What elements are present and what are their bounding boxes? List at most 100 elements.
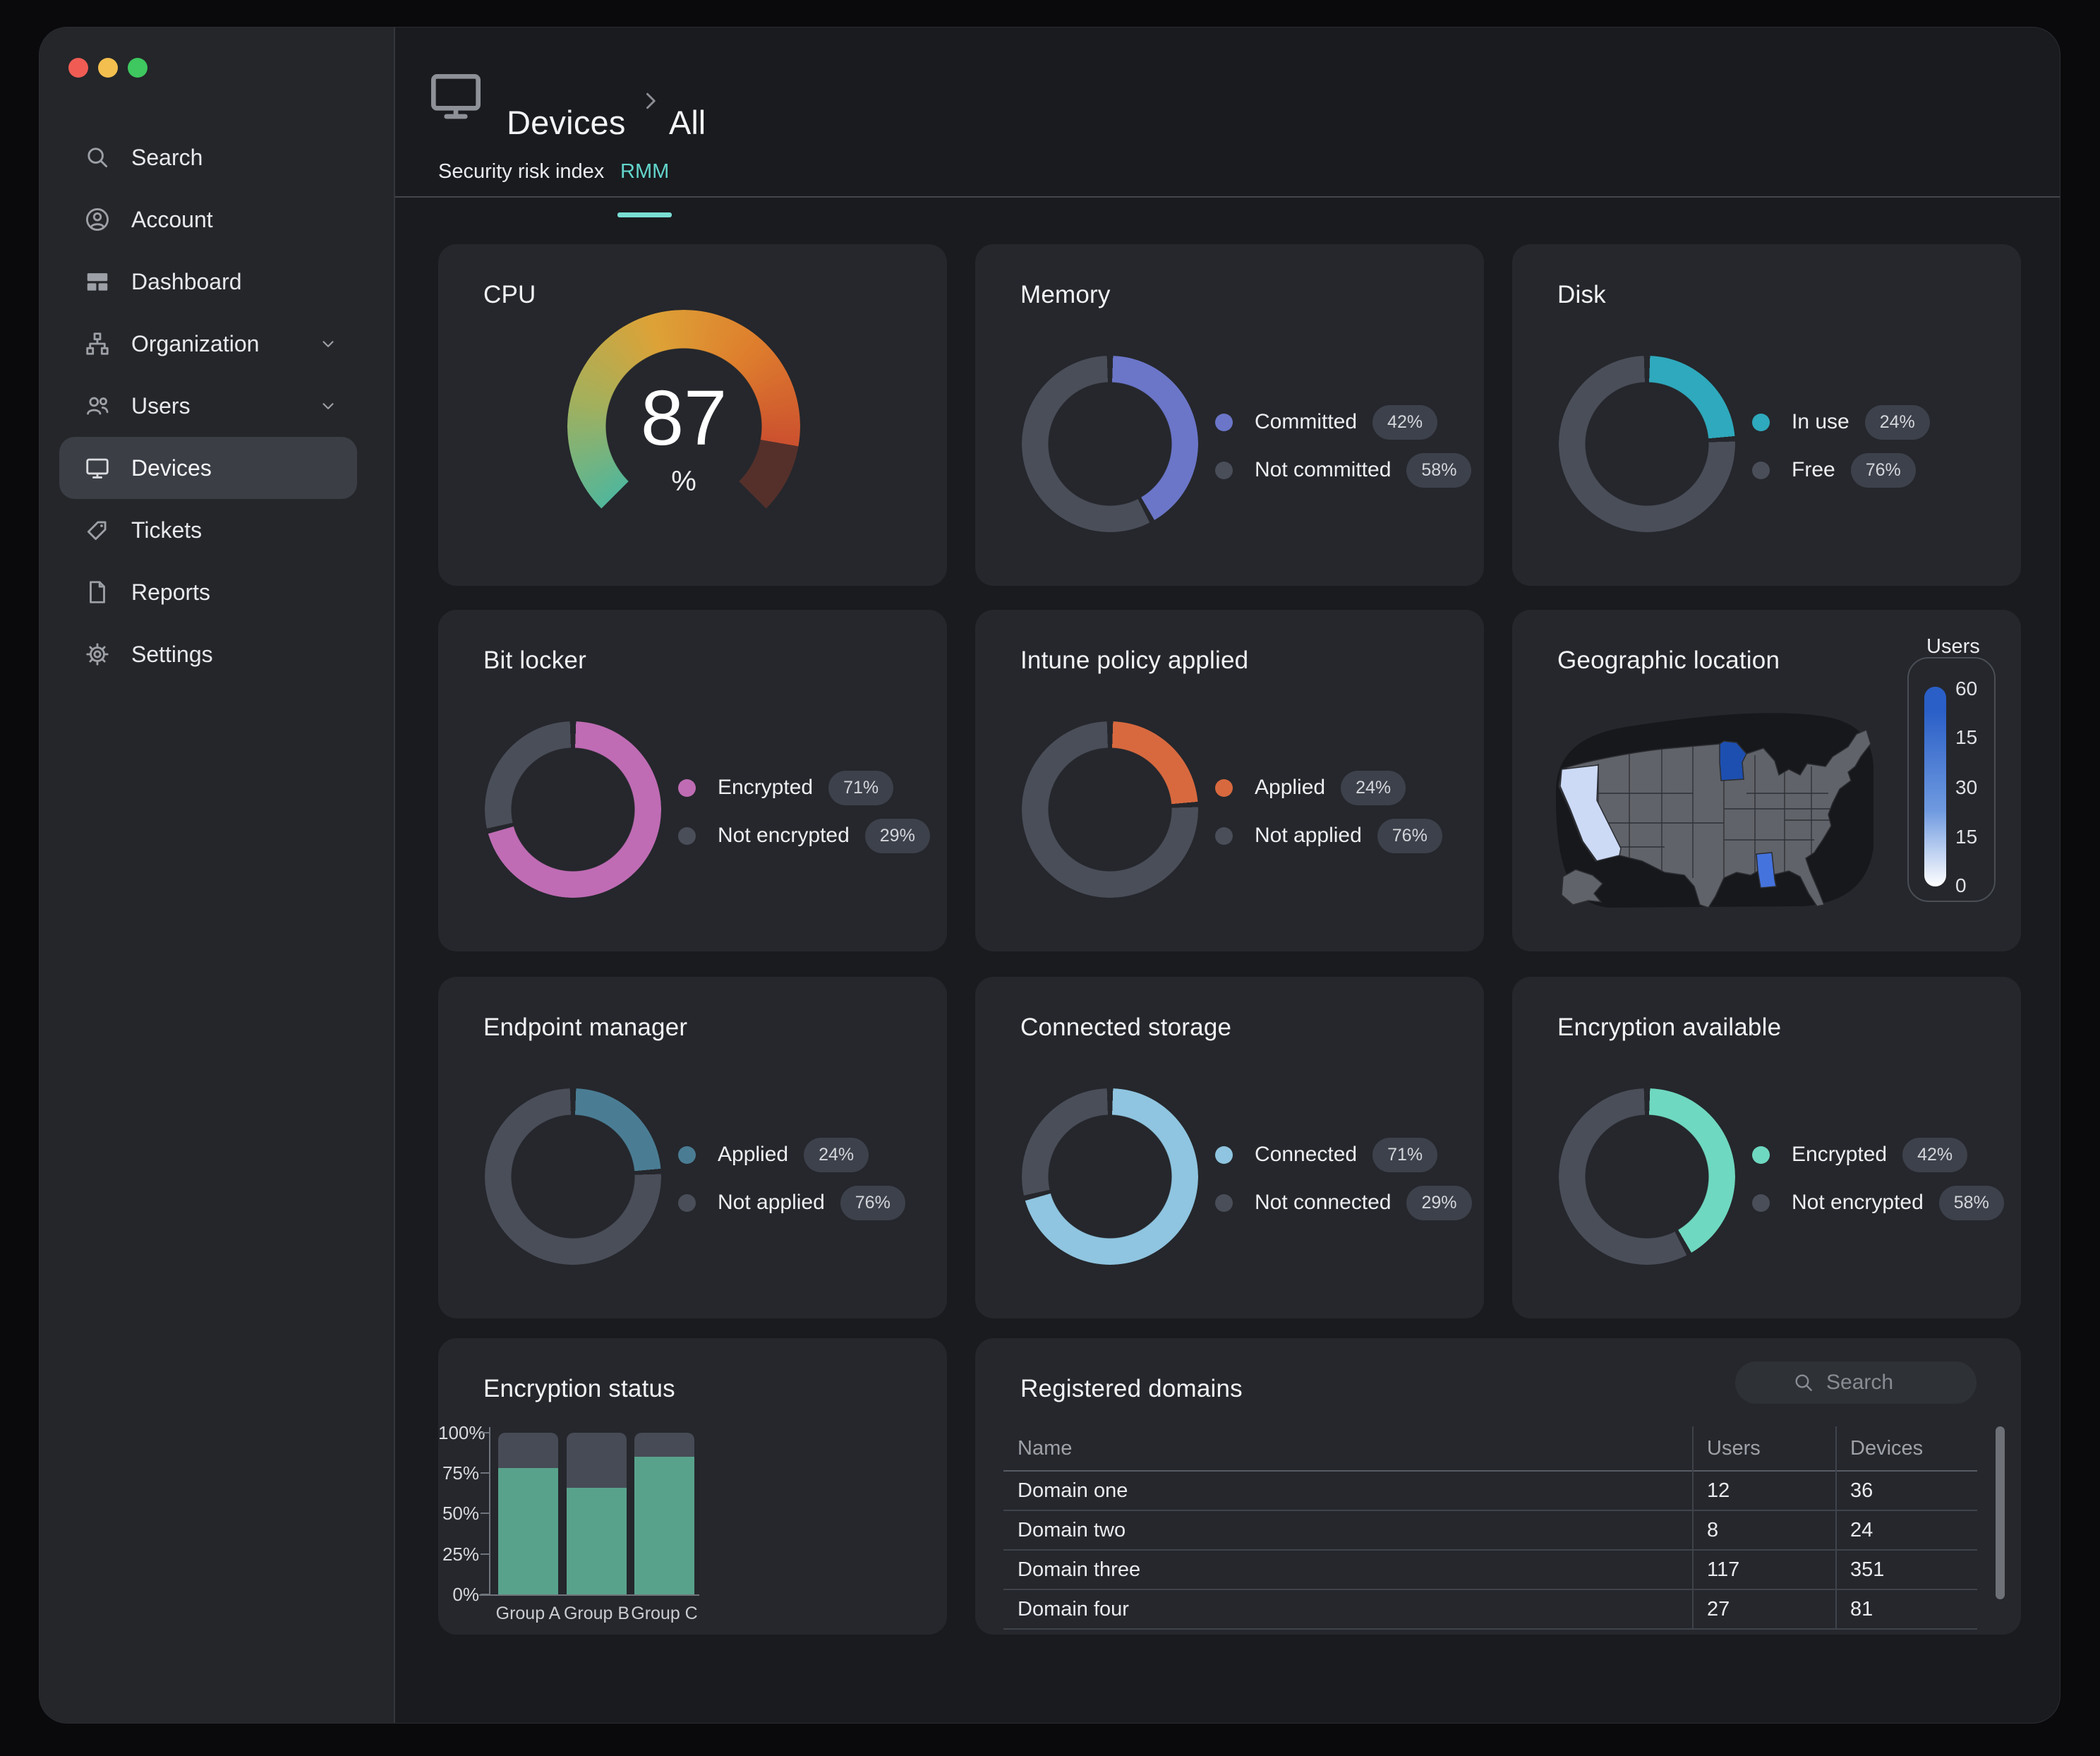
card-cpu: CPU 87 % xyxy=(438,244,947,586)
sidebar-item-settings[interactable]: Settings xyxy=(59,623,357,685)
x-axis-label: Group A xyxy=(495,1604,561,1623)
chevron-down-icon xyxy=(319,335,337,353)
scale-tick: 0 xyxy=(1955,874,1967,896)
organization-icon xyxy=(84,330,111,357)
card-registered-domains: Registered domains Name Users Devices Do… xyxy=(975,1338,2021,1635)
legend-item: Applied 24% xyxy=(1215,770,1442,805)
sidebar-item-devices[interactable]: Devices xyxy=(59,437,357,499)
legend-label: Free xyxy=(1792,458,1835,481)
legend: Committed 42% Not committed 58% xyxy=(1215,404,1472,488)
column-divider xyxy=(1692,1426,1694,1630)
legend-dot xyxy=(1752,1193,1770,1212)
column-divider xyxy=(1835,1426,1837,1630)
value-badge: 71% xyxy=(1372,1137,1438,1172)
stacked-bar-group-a xyxy=(498,1433,558,1594)
table-row[interactable]: Domain two 8 24 xyxy=(1003,1511,1977,1551)
table-row[interactable]: Domain one 12 36 xyxy=(1003,1472,1977,1511)
value-badge: 76% xyxy=(1850,452,1916,488)
sidebar-item-dashboard[interactable]: Dashboard xyxy=(59,251,357,313)
value-badge: 58% xyxy=(1938,1185,2004,1220)
column-header-name: Name xyxy=(1018,1436,1073,1460)
x-axis-line xyxy=(479,1594,699,1596)
legend-item: Committed 42% xyxy=(1215,404,1471,440)
search-icon xyxy=(1792,1371,1815,1394)
legend-item: Free 76% xyxy=(1752,452,1930,488)
sidebar-item-organization[interactable]: Organization xyxy=(59,313,357,375)
y-axis-tick: 0% xyxy=(452,1584,479,1605)
legend-dot xyxy=(1215,461,1233,479)
table-scrollbar[interactable] xyxy=(1996,1426,2005,1599)
cpu-unit: % xyxy=(671,465,696,497)
sidebar-item-label: Users xyxy=(131,392,191,419)
memory-donut-chart xyxy=(1022,356,1198,532)
legend-dot xyxy=(678,1193,696,1212)
legend: Applied 24% Not applied 76% xyxy=(1215,770,1442,853)
table-header: Name Users Devices xyxy=(1003,1426,1977,1472)
x-axis-label: Group C xyxy=(631,1604,698,1623)
table-row[interactable]: Domain four 27 81 xyxy=(1003,1590,1977,1630)
legend-item: Not encrypted 58% xyxy=(1752,1185,2004,1220)
devices-icon xyxy=(84,455,111,481)
bar-encrypted-segment xyxy=(634,1457,694,1594)
map-alaska xyxy=(1561,869,1604,906)
table-cell: 81 xyxy=(1850,1597,1873,1620)
endpoint-donut-chart xyxy=(485,1088,661,1265)
table-body: Domain one 12 36 Domain two 8 24 Domain three 1… xyxy=(1003,1472,1977,1630)
scale-tick: 30 xyxy=(1955,776,1978,798)
legend-label: Not connected xyxy=(1255,1191,1392,1214)
bar-not-encrypted-segment xyxy=(498,1433,558,1469)
legend-label: In use xyxy=(1792,410,1849,433)
settings-icon xyxy=(84,641,111,668)
value-badge: 42% xyxy=(1372,404,1438,440)
storage-donut-chart xyxy=(1022,1088,1198,1265)
y-axis-tick-mark xyxy=(481,1553,489,1555)
close-button[interactable] xyxy=(68,58,88,78)
legend-dot xyxy=(678,778,696,797)
scale-tick: 15 xyxy=(1955,826,1978,848)
map-state-minnesota xyxy=(1719,740,1747,781)
cpu-gauge-value: 87 % xyxy=(567,310,800,543)
value-badge: 24% xyxy=(804,1137,869,1172)
dashboard-icon xyxy=(84,268,111,295)
minimize-button[interactable] xyxy=(98,58,118,78)
legend-dot xyxy=(1215,826,1233,845)
search-input[interactable] xyxy=(1825,1370,1919,1395)
card-title: Encryption available xyxy=(1557,1014,1782,1041)
value-badge: 76% xyxy=(1377,818,1442,853)
sidebar-item-account[interactable]: Account xyxy=(59,188,357,251)
intune-donut-chart xyxy=(1022,721,1198,898)
table-cell: 12 xyxy=(1707,1479,1730,1502)
legend-label: Not applied xyxy=(1255,824,1362,847)
domains-search[interactable] xyxy=(1735,1361,1977,1404)
app-window: Search Account Dashboard Organization xyxy=(39,27,2060,1724)
legend-item: Not connected 29% xyxy=(1215,1185,1472,1220)
sidebar-item-users[interactable]: Users xyxy=(59,375,357,437)
legend-label: Connected xyxy=(1255,1143,1358,1166)
legend-item: Connected 71% xyxy=(1215,1137,1472,1172)
bar-not-encrypted-segment xyxy=(634,1433,694,1457)
legend-item: Not committed 58% xyxy=(1215,452,1472,488)
sidebar-item-tickets[interactable]: Tickets xyxy=(59,499,357,561)
cpu-value: 87 xyxy=(640,374,728,462)
bar-encrypted-segment xyxy=(567,1487,627,1594)
value-badge: 29% xyxy=(864,818,930,853)
breadcrumb-root[interactable]: Devices xyxy=(507,104,626,142)
main-content: Devices All Security risk index RMM CPU … xyxy=(395,28,2060,1723)
x-axis-label: Group B xyxy=(563,1604,630,1623)
legend: Applied 24% Not applied 76% xyxy=(678,1137,905,1220)
map-us-land xyxy=(1558,728,1871,908)
tab-security-risk-index[interactable]: Security risk index xyxy=(438,160,605,183)
y-axis-tick-mark xyxy=(481,1432,489,1433)
zoom-button[interactable] xyxy=(128,58,147,78)
y-axis-tick: 75% xyxy=(442,1462,479,1484)
legend-dot xyxy=(1215,1145,1233,1164)
scale-tick: 60 xyxy=(1955,678,1978,699)
y-axis-tick-mark xyxy=(481,1472,489,1474)
sidebar-item-label: Devices xyxy=(131,455,212,481)
sidebar: Search Account Dashboard Organization xyxy=(40,28,395,1723)
table-row[interactable]: Domain three 117 351 xyxy=(1003,1551,1977,1590)
sidebar-item-search[interactable]: Search xyxy=(59,126,357,188)
legend-dot xyxy=(1215,1193,1233,1212)
sidebar-item-reports[interactable]: Reports xyxy=(59,561,357,623)
tab-rmm[interactable]: RMM xyxy=(617,160,672,217)
